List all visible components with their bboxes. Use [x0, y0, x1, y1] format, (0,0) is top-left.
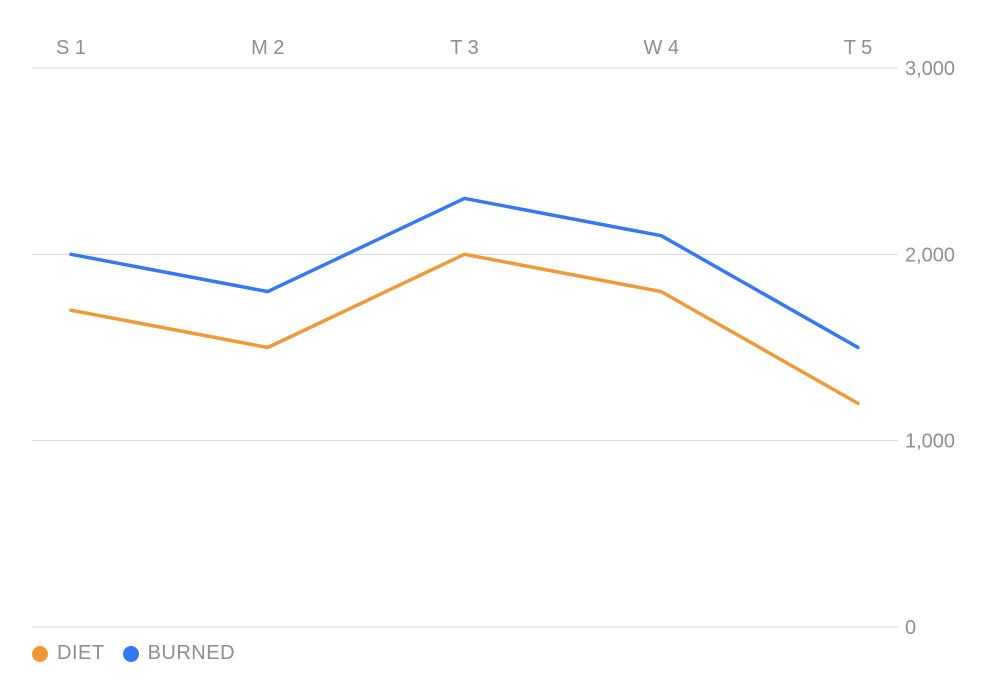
legend: DIET BURNED [32, 642, 235, 665]
x-tick-label: S 1 [56, 37, 86, 59]
series-line-diet [69, 252, 860, 406]
legend-dot-burned [122, 645, 139, 662]
x-tick-label: T 5 [844, 37, 873, 59]
x-tick-label: W 4 [643, 37, 679, 59]
legend-item-diet[interactable]: DIET [32, 642, 105, 665]
legend-label-diet: DIET [57, 642, 105, 664]
y-tick-label: 3,000 [905, 58, 955, 80]
legend-item-burned[interactable]: BURNED [122, 642, 236, 665]
y-tick-label: 1,000 [905, 431, 955, 453]
x-tick-label: T 3 [450, 37, 479, 59]
series-line-burned [69, 196, 860, 350]
legend-dot-diet [32, 645, 48, 662]
x-tick-label: M 2 [251, 37, 284, 59]
y-tick-label: 0 [905, 617, 916, 639]
legend-label-burned: BURNED [147, 642, 236, 664]
y-tick-label: 2,000 [905, 244, 955, 266]
